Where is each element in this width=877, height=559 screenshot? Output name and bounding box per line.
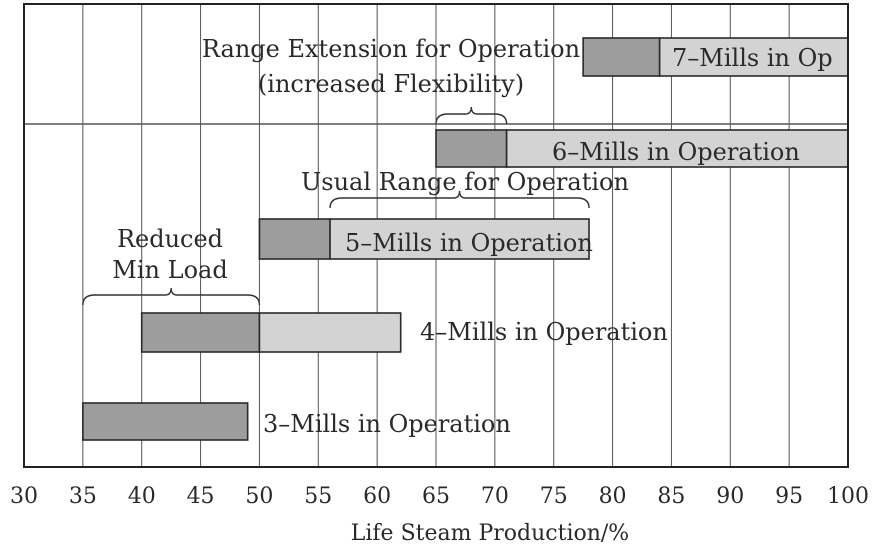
bar-segment (329, 218, 590, 260)
x-tick-label: 75 (540, 484, 568, 509)
annotation-brace (329, 190, 590, 209)
x-tick-label: 50 (245, 484, 273, 509)
bar-segment (82, 402, 249, 441)
bar-segment (258, 312, 402, 353)
x-tick-label: 95 (775, 484, 803, 509)
bar-segment (582, 37, 661, 77)
annotation-text: Range Extension for Operation (202, 35, 580, 63)
x-tick-label: 90 (716, 484, 744, 509)
x-tick-labels: 30 35 40 45 50 55 60 65 70 75 80 85 90 95 100 (10, 484, 869, 509)
bars-layer: 3–Mills in Operation 4–Mills in Operation… (82, 37, 849, 441)
bar-label: 3–Mills in Operation (263, 410, 511, 438)
x-tick-label: 40 (128, 484, 156, 509)
annotation-text: Usual Range for Operation (301, 168, 629, 196)
x-tick-label: 85 (657, 484, 685, 509)
x-tick-label: 45 (187, 484, 215, 509)
bar-segment (505, 129, 849, 168)
annotation-brace (435, 106, 508, 125)
bar-segment (140, 312, 261, 353)
annotation-text: Min Load (112, 256, 227, 284)
bar-label: 5–Mills in Operation (345, 229, 593, 257)
annotation-brace (82, 287, 261, 306)
x-tick-label: 30 (10, 484, 38, 509)
x-tick-label: 70 (481, 484, 509, 509)
x-tick-label: 60 (363, 484, 391, 509)
bar-label: 4–Mills in Operation (420, 318, 668, 346)
annotation-text: Reduced (117, 225, 223, 253)
x-tick-label: 35 (69, 484, 97, 509)
bar-segment (258, 218, 331, 260)
x-tick-label: 55 (304, 484, 332, 509)
x-tick-label: 100 (827, 484, 869, 509)
x-tick-label: 80 (599, 484, 627, 509)
plot-frame (23, 3, 849, 468)
annotations-layer: Reduced Min Load Usual Range for Operation… (82, 35, 629, 306)
x-tick-label: 65 (422, 484, 450, 509)
bar-label: 6–Mills in Operation (552, 138, 800, 166)
bar-segment (435, 129, 508, 168)
x-axis-title: Life Steam Production/% (351, 521, 629, 546)
bar-label: 7–Mills in Op (672, 44, 833, 72)
annotation-text: (increased Flexibility) (258, 70, 524, 98)
